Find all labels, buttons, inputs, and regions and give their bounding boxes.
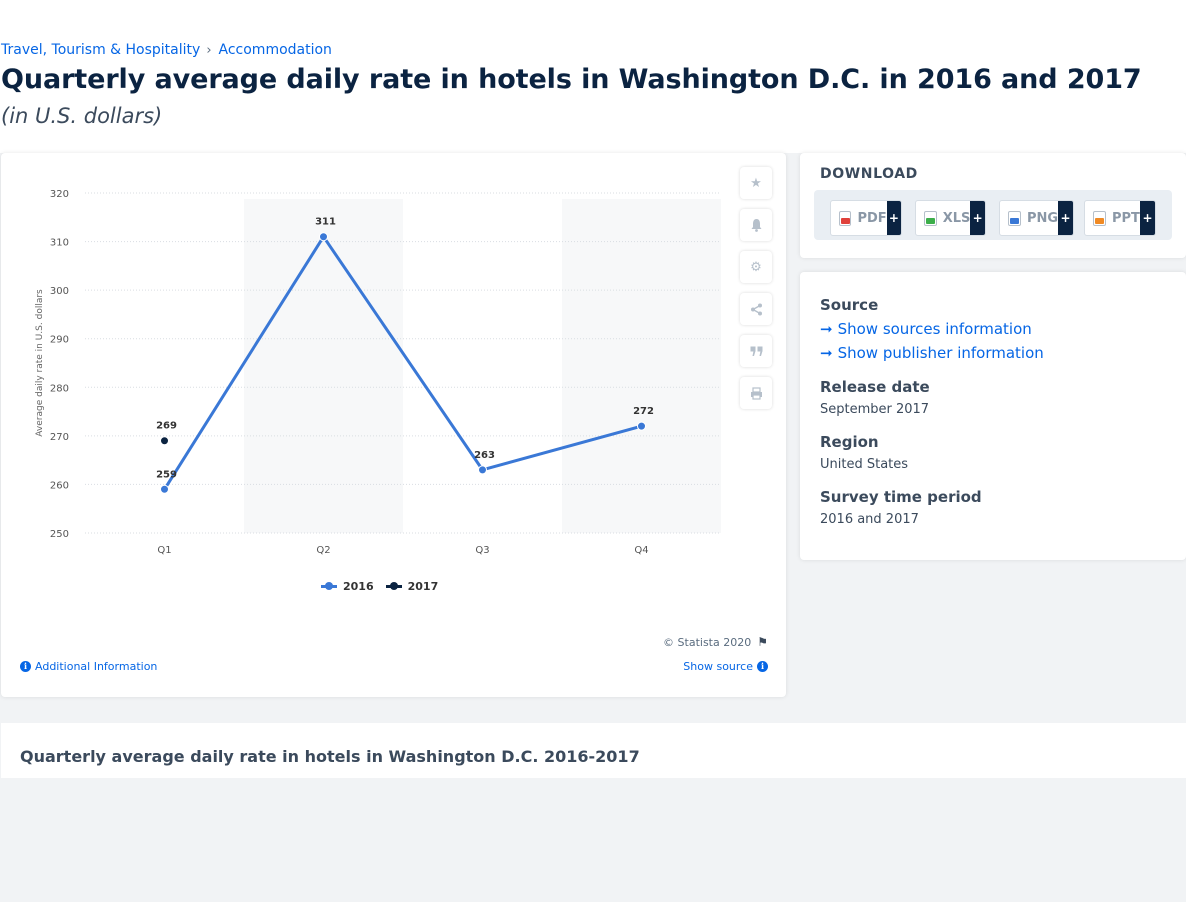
info-icon: i <box>20 661 31 672</box>
source-label: Source <box>820 296 879 314</box>
page-title: Quarterly average daily rate in hotels i… <box>1 64 1142 95</box>
y-axis-label: Average daily rate in U.S. dollars <box>35 289 45 437</box>
y-tick-label: 250 <box>50 529 69 540</box>
download-ppt-label: PPT <box>1112 210 1140 226</box>
data-point-2016 <box>637 421 646 431</box>
release-date-value: September 2017 <box>820 402 930 417</box>
page-subtitle: (in U.S. dollars) <box>1 104 163 128</box>
y-tick-label: 260 <box>50 480 69 491</box>
breadcrumb: Travel, Tourism & Hospitality › Accommod… <box>1 42 332 58</box>
x-tick-label: Q3 <box>475 545 489 556</box>
xls-file-icon <box>924 210 937 226</box>
pdf-file-icon <box>839 210 852 226</box>
legend-item-2017[interactable]: 2017 <box>385 580 439 593</box>
chart-copyright: © Statista 2020 ⚑ <box>663 635 768 649</box>
legend-swatch-2017 <box>385 582 402 590</box>
legend-swatch-2016 <box>321 582 337 590</box>
data-point-2016 <box>319 232 328 242</box>
y-tick-label: 270 <box>50 432 69 443</box>
download-pdf-label: PDF <box>857 210 887 226</box>
show-source-label: Show source <box>683 660 753 673</box>
breadcrumb-item-accommodation[interactable]: Accommodation <box>218 42 332 58</box>
legend-label-2016: 2016 <box>343 580 374 593</box>
download-ppt-button[interactable]: PPT + <box>1084 200 1156 236</box>
related-statistic-card: Quarterly average daily rate in hotels i… <box>1 723 1186 778</box>
release-date-label: Release date <box>820 378 930 396</box>
data-point-2016 <box>160 484 169 494</box>
ppt-file-icon <box>1093 210 1106 226</box>
print-icon[interactable] <box>740 377 772 409</box>
additional-information-link[interactable]: i Additional Information <box>20 660 157 673</box>
show-publisher-label: Show publisher information <box>837 344 1044 362</box>
data-label-2016: 259 <box>156 469 177 480</box>
y-tick-label: 280 <box>50 383 69 394</box>
chart-legend: 2016 2017 <box>321 580 438 593</box>
flag-icon[interactable]: ⚑ <box>757 635 768 649</box>
y-tick-label: 290 <box>50 335 69 346</box>
survey-period-value: 2016 and 2017 <box>820 512 919 527</box>
download-png-label: PNG <box>1026 210 1059 226</box>
region-label: Region <box>820 433 879 451</box>
header-area: Travel, Tourism & Hospitality › Accommod… <box>0 0 1186 153</box>
plus-icon: + <box>1140 201 1155 235</box>
data-label-2016: 263 <box>474 450 495 461</box>
show-publisher-link[interactable]: ➞ Show publisher information <box>820 344 1044 362</box>
statistic-details-card: Source ➞ Show sources information ➞ Show… <box>800 272 1186 560</box>
download-card: DOWNLOAD PDF + XLS + PNG + PPT + <box>800 153 1186 258</box>
star-icon[interactable]: ★ <box>740 167 772 199</box>
chart-band <box>244 199 403 533</box>
breadcrumb-item-travel[interactable]: Travel, Tourism & Hospitality <box>1 42 201 58</box>
copyright-text: © Statista 2020 <box>663 635 752 649</box>
chart-band <box>562 199 721 533</box>
x-tick-label: Q1 <box>157 545 171 556</box>
chart-toolbar: ★ ⚙ <box>740 167 772 409</box>
y-tick-label: 320 <box>50 189 69 200</box>
chart-card: 250 260 270 280 290 300 310 320 Q1 Q2 Q3 Q4 Average … <box>1 153 786 697</box>
share-icon[interactable] <box>740 293 772 325</box>
download-xls-button[interactable]: XLS + <box>915 200 986 236</box>
download-xls-label: XLS <box>942 210 971 226</box>
breadcrumb-separator: › <box>206 42 212 58</box>
show-source-link[interactable]: Show source i <box>683 660 768 673</box>
y-tick-label: 300 <box>50 286 69 297</box>
arrow-right-icon: ➞ <box>820 344 833 362</box>
show-sources-label: Show sources information <box>837 320 1032 338</box>
series-line-2016 <box>163 235 642 491</box>
related-statistic-title[interactable]: Quarterly average daily rate in hotels i… <box>20 747 640 766</box>
data-point-2016 <box>478 465 487 475</box>
plus-icon: + <box>886 201 901 235</box>
data-label-2016: 272 <box>633 406 654 417</box>
png-file-icon <box>1008 210 1021 226</box>
x-tick-label: Q2 <box>316 545 330 556</box>
download-bar: PDF + XLS + PNG + PPT + <box>814 190 1172 240</box>
data-label-2016: 311 <box>315 217 336 228</box>
plus-icon: + <box>1058 201 1073 235</box>
survey-period-label: Survey time period <box>820 488 982 506</box>
x-tick-label: Q4 <box>634 545 648 556</box>
show-sources-link[interactable]: ➞ Show sources information <box>820 320 1032 338</box>
chart-svg: 250 260 270 280 290 300 310 320 Q1 Q2 Q3 Q4 Average … <box>35 189 721 556</box>
arrow-right-icon: ➞ <box>820 320 833 338</box>
region-value: United States <box>820 457 909 472</box>
legend-label-2017: 2017 <box>407 580 439 593</box>
quote-icon[interactable] <box>740 335 772 367</box>
download-title: DOWNLOAD <box>820 166 918 182</box>
gear-icon[interactable]: ⚙ <box>740 251 772 283</box>
data-point-2017 <box>160 436 169 446</box>
download-png-button[interactable]: PNG + <box>999 200 1074 236</box>
additional-information-label: Additional Information <box>35 660 158 673</box>
bell-icon[interactable] <box>740 209 772 241</box>
plus-icon: + <box>970 201 985 235</box>
download-pdf-button[interactable]: PDF + <box>830 200 902 236</box>
data-label-2017: 269 <box>156 421 177 432</box>
info-icon: i <box>757 661 768 672</box>
y-tick-label: 310 <box>50 238 69 249</box>
legend-item-2016[interactable]: 2016 <box>321 580 374 593</box>
